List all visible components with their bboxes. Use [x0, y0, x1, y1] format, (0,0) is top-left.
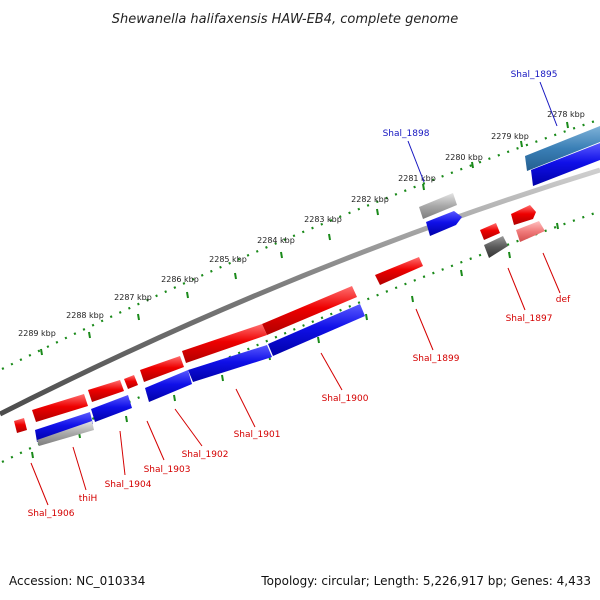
gene-shal-1902-red[interactable]: [140, 356, 184, 382]
gene-label-shal-1904[interactable]: Shal_1904: [105, 480, 152, 490]
scale-label-2279: 2279 kbp: [491, 132, 529, 141]
gene-label-shal-1895[interactable]: Shal_1895: [511, 70, 558, 80]
scale-label-2287: 2287 kbp: [114, 293, 152, 302]
gene-shal-1895-blue[interactable]: [531, 143, 600, 186]
gene-label-shal-1900[interactable]: Shal_1900: [322, 394, 369, 404]
gene-shal-1903-red[interactable]: [124, 375, 138, 389]
gene-label-shal-1902[interactable]: Shal_1902: [182, 450, 229, 460]
leader-lines-red: [30, 252, 561, 506]
scale-label-2284: 2284 kbp: [257, 236, 295, 245]
gene-label-thih[interactable]: thiH: [79, 494, 98, 504]
gene-shal-1900-blue[interactable]: [268, 304, 365, 356]
accession-text: Accession: NC_010334: [9, 574, 146, 588]
gene-def-red[interactable]: [511, 205, 536, 225]
gene-shal-1898-gray[interactable]: [419, 193, 457, 219]
scale-label-2288: 2288 kbp: [66, 311, 104, 320]
scale-label-2286: 2286 kbp: [161, 275, 199, 284]
major-ticks: [40, 121, 569, 356]
scale-label-2280: 2280 kbp: [445, 153, 483, 162]
scale-label-2285: 2285 kbp: [209, 255, 247, 264]
scale-label-2289: 2289 kbp: [18, 329, 56, 338]
scale-label-2278: 2278 kbp: [547, 110, 585, 119]
gene-shal-1899[interactable]: [375, 257, 423, 285]
gene-thih-gray[interactable]: [37, 421, 94, 446]
gene-thih-red[interactable]: [32, 394, 88, 422]
gene-shal-1897-dark[interactable]: [484, 236, 508, 258]
gene-shal-1902-blue[interactable]: [145, 370, 192, 402]
leader-lines-blue: [407, 81, 558, 183]
gene-shal-1895-teal[interactable]: [525, 126, 600, 171]
gene-shal-1901-red[interactable]: [182, 324, 267, 363]
gene-shal-1901-blue[interactable]: [188, 345, 272, 382]
gene-shal-1906-red[interactable]: [14, 418, 27, 433]
gene-label-shal-1901[interactable]: Shal_1901: [234, 430, 281, 440]
map-title: Shewanella halifaxensis HAW-EB4, complet…: [112, 12, 458, 27]
scale-label-2283: 2283 kbp: [304, 215, 342, 224]
gene-label-shal-1903[interactable]: Shal_1903: [144, 465, 191, 475]
gene-label-shal-1906[interactable]: Shal_1906: [28, 509, 75, 519]
lower-major-ticks: [31, 222, 559, 459]
scale-label-2282: 2282 kbp: [351, 195, 389, 204]
gene-label-def[interactable]: def: [556, 295, 571, 305]
gene-def-pink[interactable]: [516, 221, 545, 242]
topology-text: Topology: circular; Length: 5,226,917 bp…: [261, 574, 591, 588]
scale-label-2281: 2281 kbp: [398, 174, 436, 183]
gene-shal-1904-blue[interactable]: [91, 395, 132, 422]
gene-label-shal-1899[interactable]: Shal_1899: [413, 354, 460, 364]
gene-thih-blue[interactable]: [35, 412, 93, 442]
gene-shal-1897-red[interactable]: [480, 223, 500, 240]
gene-label-shal-1897[interactable]: Shal_1897: [506, 314, 553, 324]
gene-shal-1898-blue[interactable]: [426, 211, 462, 236]
gene-shal-1904-red[interactable]: [88, 380, 124, 402]
gene-label-shal-1898[interactable]: Shal_1898: [383, 129, 430, 139]
gene-shal-1900-red[interactable]: [262, 286, 357, 335]
genome-backbone: [0, 167, 600, 417]
